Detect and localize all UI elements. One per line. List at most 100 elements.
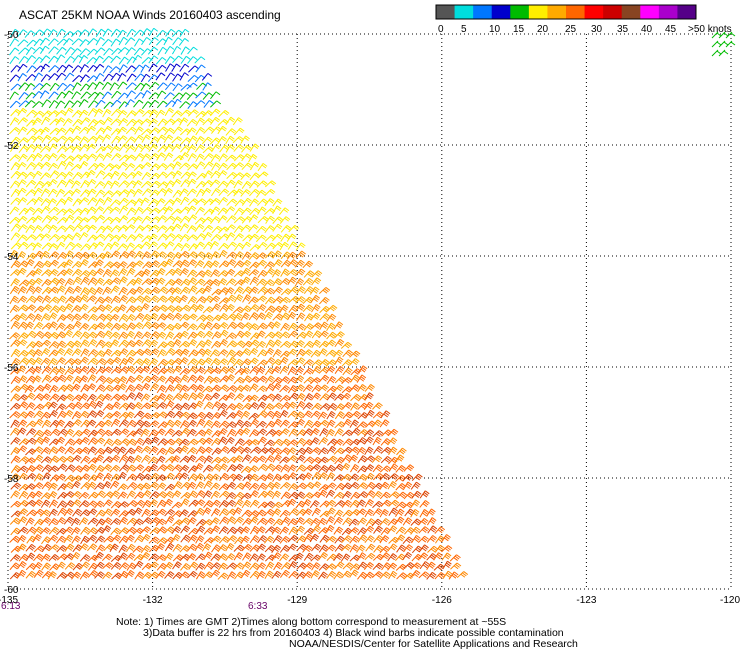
wind-barb (157, 181, 169, 189)
wind-barb (17, 295, 28, 304)
wind-barb (63, 384, 74, 393)
wind-barb (171, 45, 182, 55)
wind-barb (41, 464, 53, 473)
wind-barb (117, 171, 128, 181)
wind-barb (118, 197, 129, 206)
wind-barb (279, 410, 289, 419)
wind-barb (217, 180, 229, 189)
wind-barb (310, 294, 321, 304)
wind-barb (79, 207, 90, 216)
wind-barb (172, 118, 184, 126)
wind-barb (288, 340, 299, 349)
wind-barb (318, 348, 328, 357)
wind-barb (373, 535, 384, 543)
wind-barb (71, 208, 83, 216)
wind-barb (133, 286, 144, 295)
wind-barb (25, 83, 36, 91)
wind-barb (187, 56, 198, 64)
wind-barb (279, 216, 291, 224)
wind-barb (318, 447, 329, 456)
wind-barb (94, 500, 105, 509)
wind-barb (155, 251, 167, 259)
wind-barb (381, 562, 392, 571)
wind-barb (55, 225, 67, 233)
wind-barb (80, 384, 90, 393)
wind-barb (103, 242, 113, 251)
wind-barb (334, 482, 346, 491)
wind-barb (264, 455, 275, 464)
wind-barb (93, 55, 104, 64)
wind-barb (71, 261, 83, 269)
wind-barb (9, 47, 20, 56)
wind-barb (265, 215, 275, 224)
wind-barb (311, 525, 322, 534)
wind-barb (264, 447, 276, 455)
wind-barb (141, 128, 153, 136)
wind-barb (334, 331, 345, 339)
wind-barb (187, 517, 197, 526)
wind-barb (341, 446, 353, 454)
wind-barb (56, 340, 66, 349)
wind-barb (319, 403, 331, 411)
wind-barb (102, 28, 113, 37)
wind-barb (186, 553, 197, 562)
wind-barb (388, 570, 398, 580)
wind-barb (72, 55, 83, 63)
wind-barb (86, 135, 98, 143)
wind-barb (87, 313, 98, 322)
wind-barb (202, 464, 214, 473)
wind-barb (78, 410, 89, 419)
wind-barb (86, 234, 98, 243)
wind-barb (210, 251, 220, 260)
wind-barb (142, 500, 152, 509)
wind-barb (172, 98, 182, 108)
wind-barb (149, 305, 161, 313)
wind-barb (149, 331, 160, 340)
wind-barb (32, 268, 43, 276)
wind-barb (240, 276, 251, 285)
wind-barb (202, 348, 212, 357)
wind-barb (109, 261, 121, 269)
wind-barb (179, 374, 189, 383)
wind-barb (256, 278, 267, 287)
wind-barb (279, 419, 290, 428)
wind-barb (148, 429, 159, 438)
wind-barb (132, 180, 143, 189)
wind-barb (171, 178, 182, 188)
wind-barb (248, 402, 259, 410)
wind-barb (364, 499, 374, 508)
wind-barb (156, 29, 167, 38)
wind-barb (117, 483, 128, 491)
wind-barb (194, 100, 206, 108)
wind-barb (365, 409, 375, 419)
wind-barb (133, 374, 144, 383)
wind-barb (341, 429, 353, 437)
wind-barb (195, 358, 206, 367)
wind-barb (32, 117, 42, 126)
wind-barb (94, 72, 105, 82)
wind-barb (203, 419, 214, 428)
wind-barb (93, 268, 105, 276)
wind-barb (141, 215, 152, 224)
wind-barb (295, 447, 307, 456)
wind-barb (226, 356, 237, 366)
wind-barb (248, 269, 260, 277)
wind-barb (140, 365, 151, 374)
wind-barb (63, 196, 74, 206)
wind-barb (103, 73, 114, 82)
wind-barb (33, 162, 44, 170)
wind-barb (350, 402, 360, 411)
wind-barb (17, 534, 27, 544)
wind-barb (47, 178, 58, 188)
wind-barb (25, 285, 36, 294)
wind-barb (80, 276, 90, 286)
wind-barb (248, 383, 259, 392)
wind-barb (171, 287, 182, 295)
wind-barb (203, 411, 214, 420)
wind-barb (164, 251, 175, 260)
wind-barb (157, 358, 168, 367)
wind-barb (248, 376, 260, 384)
wind-barb (88, 100, 99, 109)
wind-barb (26, 65, 37, 74)
wind-barb (78, 109, 89, 118)
